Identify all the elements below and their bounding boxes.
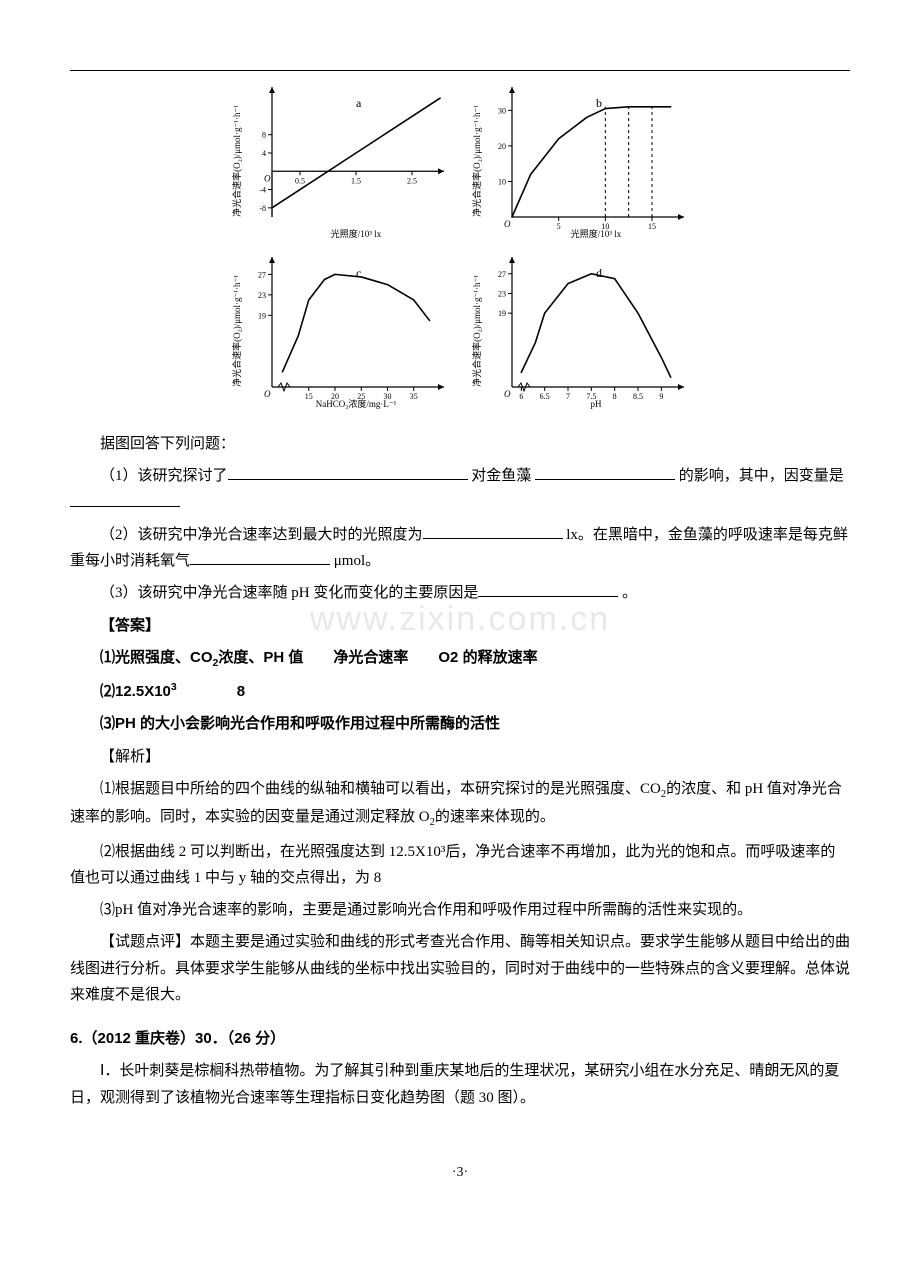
svg-text:O: O (264, 173, 271, 183)
answer-3: ⑶PH 的大小会影响光合作用和呼吸作用过程中所需酶的活性 (70, 711, 850, 737)
explain-1: ⑴根据题目中所给的四个曲线的纵轴和横轴可以看出，本研究探讨的是光照强度、CO2的… (70, 776, 850, 833)
svg-text:b: b (596, 96, 602, 110)
svg-text:8: 8 (262, 131, 266, 140)
answer-2: ⑵12.5X103 8 (70, 678, 850, 705)
answer-1: ⑴光照强度、CO2浓度、PH 值净光合速率O2 的释放速率 (70, 645, 850, 672)
question-3: （3）该研究中净光合速率随 pH 变化而变化的主要原因是 。 (70, 580, 850, 606)
exp1-c: 的速率来体现的。 (435, 809, 555, 825)
q1-part-b: 对金鱼藻 (468, 468, 536, 484)
blank (423, 522, 563, 539)
ans1-d: O2 的释放速率 (438, 649, 537, 666)
charts-container: 净光合速率(O₂)/μmol·g⁻¹·h⁻¹ 0.5 1.5 2.5 -8 -4 4 8 Oa 光… (70, 81, 850, 411)
svg-text:2.5: 2.5 (407, 176, 417, 185)
svg-text:1.5: 1.5 (351, 176, 361, 185)
question-6-body: Ⅰ．长叶刺葵是棕榈科热带植物。为了解其引种到重庆某地后的生理状况，某研究小组在水… (70, 1058, 850, 1111)
svg-text:19: 19 (258, 311, 266, 320)
question-2: （2）该研究中净光合速率达到最大时的光照度为 lx。在黑暗中，金鱼藻的呼吸速率是… (70, 522, 850, 575)
charts-grid: 净光合速率(O₂)/μmol·g⁻¹·h⁻¹ 0.5 1.5 2.5 -8 -4 4 8 Oa 光… (230, 81, 690, 411)
explain-2: ⑵根据曲线 2 可以判断出，在光照强度达到 12.5X10³后，净光合速率不再增… (70, 839, 850, 892)
svg-text:23: 23 (258, 291, 266, 300)
q1-part-c: 的影响，其中，因变量是 (675, 468, 844, 484)
svg-text:9: 9 (659, 392, 663, 401)
svg-text:净光合速率(O₂)/μmol·g⁻¹·h⁻¹: 净光合速率(O₂)/μmol·g⁻¹·h⁻¹ (471, 275, 482, 387)
svg-text:NaHCO₃浓度/mg·L⁻¹: NaHCO₃浓度/mg·L⁻¹ (316, 398, 397, 409)
ans2-a: ⑵12.5X10 (100, 683, 171, 700)
svg-text:15: 15 (648, 222, 656, 231)
answer-block: 【答案】 ⑴光照强度、CO2浓度、PH 值净光合速率O2 的释放速率 ⑵12.5… (70, 613, 850, 738)
blank (228, 464, 468, 481)
svg-text:d: d (596, 266, 602, 280)
svg-text:pH: pH (591, 399, 603, 409)
chart-a: 净光合速率(O₂)/μmol·g⁻¹·h⁻¹ 0.5 1.5 2.5 -8 -4 4 8 Oa 光… (230, 81, 450, 241)
question-6-heading: 6.（2012 重庆卷）30．（26 分） (70, 1026, 850, 1052)
ans1-b: 浓度、PH 值 (218, 649, 303, 666)
q2-part-a: （2）该研究中净光合速率达到最大时的光照度为 (100, 527, 423, 543)
blank (535, 464, 675, 481)
svg-text:c: c (356, 266, 361, 280)
q2-part-c: μmol。 (330, 553, 380, 569)
svg-text:-4: -4 (259, 186, 266, 195)
exp1-a: ⑴根据题目中所给的四个曲线的纵轴和横轴可以看出，本研究探讨的是光照强度、CO (100, 781, 661, 797)
q3-part-a: （3）该研究中净光合速率随 pH 变化而变化的主要原因是 (100, 585, 478, 601)
explain-heading: 【解析】 (70, 744, 850, 770)
svg-text:27: 27 (498, 270, 506, 279)
svg-text:0.5: 0.5 (295, 176, 305, 185)
svg-text:8: 8 (613, 392, 617, 401)
svg-text:6: 6 (519, 392, 523, 401)
svg-text:a: a (356, 96, 362, 110)
svg-text:光照度/10³ lx: 光照度/10³ lx (331, 228, 382, 239)
svg-text:7: 7 (566, 392, 570, 401)
question-1: （1）该研究探讨了 对金鱼藻 的影响，其中，因变量是 (70, 463, 850, 516)
svg-text:净光合速率(O₂)/μmol·g⁻¹·h⁻¹: 净光合速率(O₂)/μmol·g⁻¹·h⁻¹ (471, 105, 482, 217)
ans1-c: 净光合速率 (333, 649, 408, 666)
svg-text:O: O (264, 389, 271, 399)
review-text: 【试题点评】本题主要是通过实验和曲线的形式考查光合作用、酶等相关知识点。要求学生… (70, 929, 850, 1008)
chart-b: 净光合速率(O₂)/μmol·g⁻¹·h⁻¹51015102030Ob光照度/1… (470, 81, 690, 241)
blank (190, 549, 330, 566)
explain-3: ⑶pH 值对净光合速率的影响，主要是通过影响光合作用和呼吸作用过程中所需酶的活性… (70, 897, 850, 923)
svg-text:20: 20 (498, 142, 506, 151)
q1-part-a: （1）该研究探讨了 (100, 468, 228, 484)
svg-text:O: O (504, 219, 511, 229)
svg-text:-8: -8 (259, 204, 266, 213)
chart-c: 净光合速率(O₂)/μmol·g⁻¹·h⁻¹1520253035192327Oc… (230, 251, 450, 411)
answer-heading: 【答案】 (70, 613, 850, 639)
svg-text:35: 35 (410, 392, 418, 401)
intro-line: 据图回答下列问题： (70, 431, 850, 457)
svg-text:27: 27 (258, 270, 266, 279)
q3-part-b: 。 (618, 585, 637, 601)
svg-text:光照度/10³ lx: 光照度/10³ lx (571, 228, 622, 239)
svg-text:6.5: 6.5 (540, 392, 550, 401)
chart-d: 净光合速率(O₂)/μmol·g⁻¹·h⁻¹66.577.588.5919232… (470, 251, 690, 411)
svg-text:5: 5 (557, 222, 561, 231)
blank (70, 490, 180, 507)
page-content: 净光合速率(O₂)/μmol·g⁻¹·h⁻¹ 0.5 1.5 2.5 -8 -4 4 8 Oa 光… (70, 81, 850, 1185)
svg-text:4: 4 (262, 149, 266, 158)
svg-text:净光合速率(O₂)/μmol·g⁻¹·h⁻¹: 净光合速率(O₂)/μmol·g⁻¹·h⁻¹ (231, 105, 242, 217)
blank (478, 581, 618, 598)
superscript-3: 3 (171, 681, 177, 693)
svg-text:O: O (504, 389, 511, 399)
svg-text:净光合速率(O₂)/μmol·g⁻¹·h⁻¹: 净光合速率(O₂)/μmol·g⁻¹·h⁻¹ (231, 275, 242, 387)
svg-text:30: 30 (498, 106, 506, 115)
svg-text:10: 10 (498, 177, 506, 186)
page-number: ·3· (70, 1161, 850, 1186)
top-rule (70, 70, 850, 71)
ans1-a: ⑴光照强度、CO (100, 649, 213, 666)
svg-text:15: 15 (305, 392, 313, 401)
svg-text:8.5: 8.5 (633, 392, 643, 401)
ans2-b: 8 (237, 683, 245, 700)
svg-text:23: 23 (498, 289, 506, 298)
svg-text:19: 19 (498, 309, 506, 318)
